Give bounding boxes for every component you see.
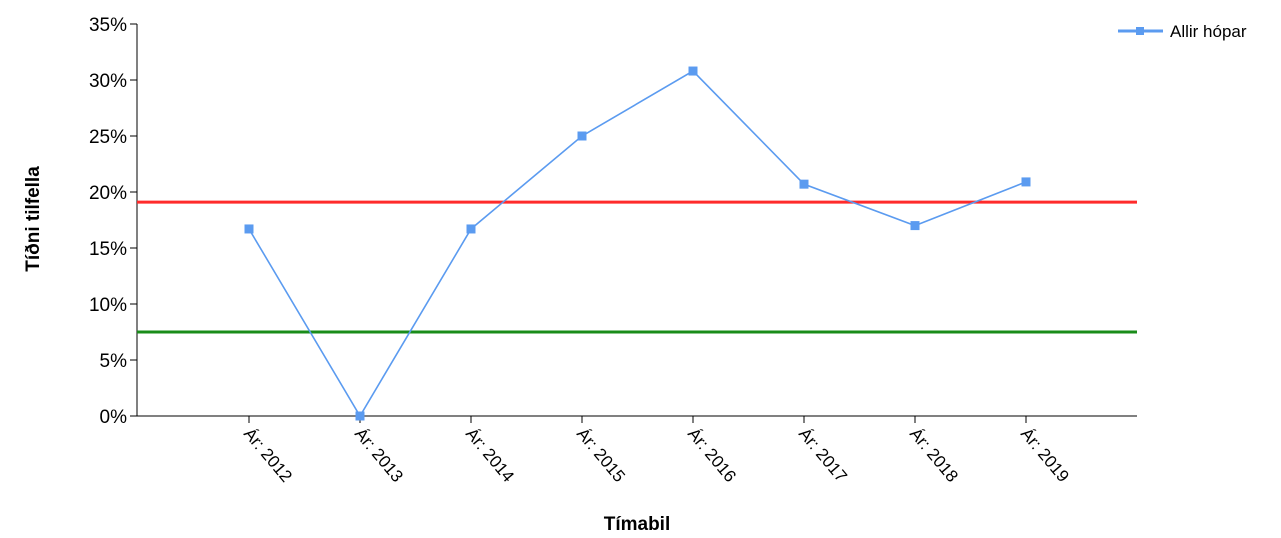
y-tick-label: 0% [100,407,128,428]
x-axis-title: Tímabil [604,514,671,535]
legend: Allir hópar [1118,22,1247,41]
data-point-marker [799,179,809,189]
data-point-marker [244,224,254,234]
x-tick-label: Ár: 2015 [573,424,629,485]
y-axis-title: Tíðni tilfella [23,166,44,272]
legend-label: Allir hópar [1170,22,1247,41]
x-tick-label: Ár: 2018 [906,424,962,485]
y-axis: 0% 5% 10% 15% 20% 25% 30% 35% [89,15,138,428]
y-tick-label: 10% [89,295,127,316]
x-tick-label: Ár: 2019 [1017,424,1073,485]
x-tick-label: Ár: 2017 [795,424,851,485]
data-point-marker [910,221,920,231]
y-tick-label: 25% [89,127,127,148]
legend-marker [1136,27,1144,35]
x-tick-label: Ár: 2016 [684,424,740,485]
data-point-marker [688,66,698,76]
data-point-marker [466,224,476,234]
series-layer [244,66,1031,421]
x-tick-label: Ár: 2013 [351,424,407,485]
x-axis: Ár: 2012 Ár: 2013 Ár: 2014 Ár: 2015 Ár: 2016… [137,415,1137,486]
y-tick-label: 30% [89,71,127,92]
x-tick-label: Ár: 2014 [462,424,518,485]
series-line [248,70,1027,418]
data-point-marker [1021,177,1031,187]
y-tick-label: 15% [89,239,127,260]
data-point-marker [577,131,587,141]
y-tick-label: 35% [89,15,127,36]
reference-lines [137,200,1137,334]
y-tick-label: 5% [100,351,128,372]
x-tick-label: Ár: 2012 [240,424,296,485]
data-point-marker [355,411,365,421]
y-tick-label: 20% [89,183,127,204]
